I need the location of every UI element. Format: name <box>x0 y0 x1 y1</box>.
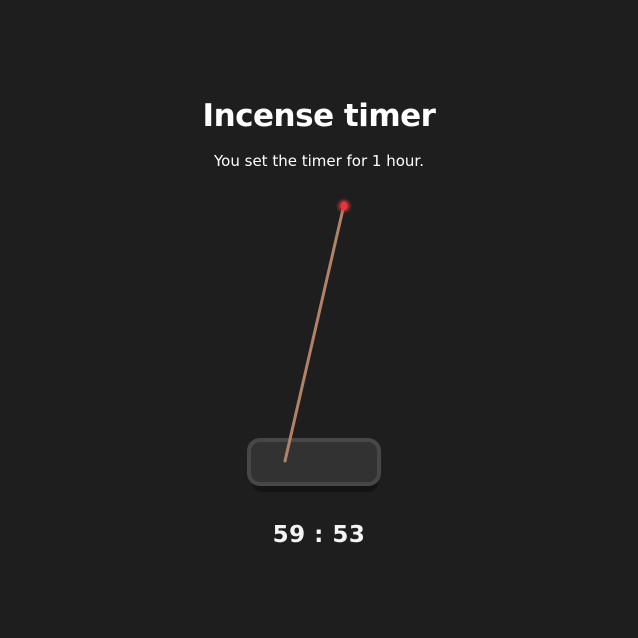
burning-ember-icon <box>336 198 352 214</box>
timer-description: You set the timer for 1 hour. <box>214 152 424 170</box>
holder-body <box>247 438 381 486</box>
incense-stick-icon <box>283 207 345 463</box>
page-title: Incense timer <box>202 98 436 134</box>
incense-holder-icon <box>247 438 381 492</box>
countdown-display: 59 : 53 <box>272 522 366 548</box>
